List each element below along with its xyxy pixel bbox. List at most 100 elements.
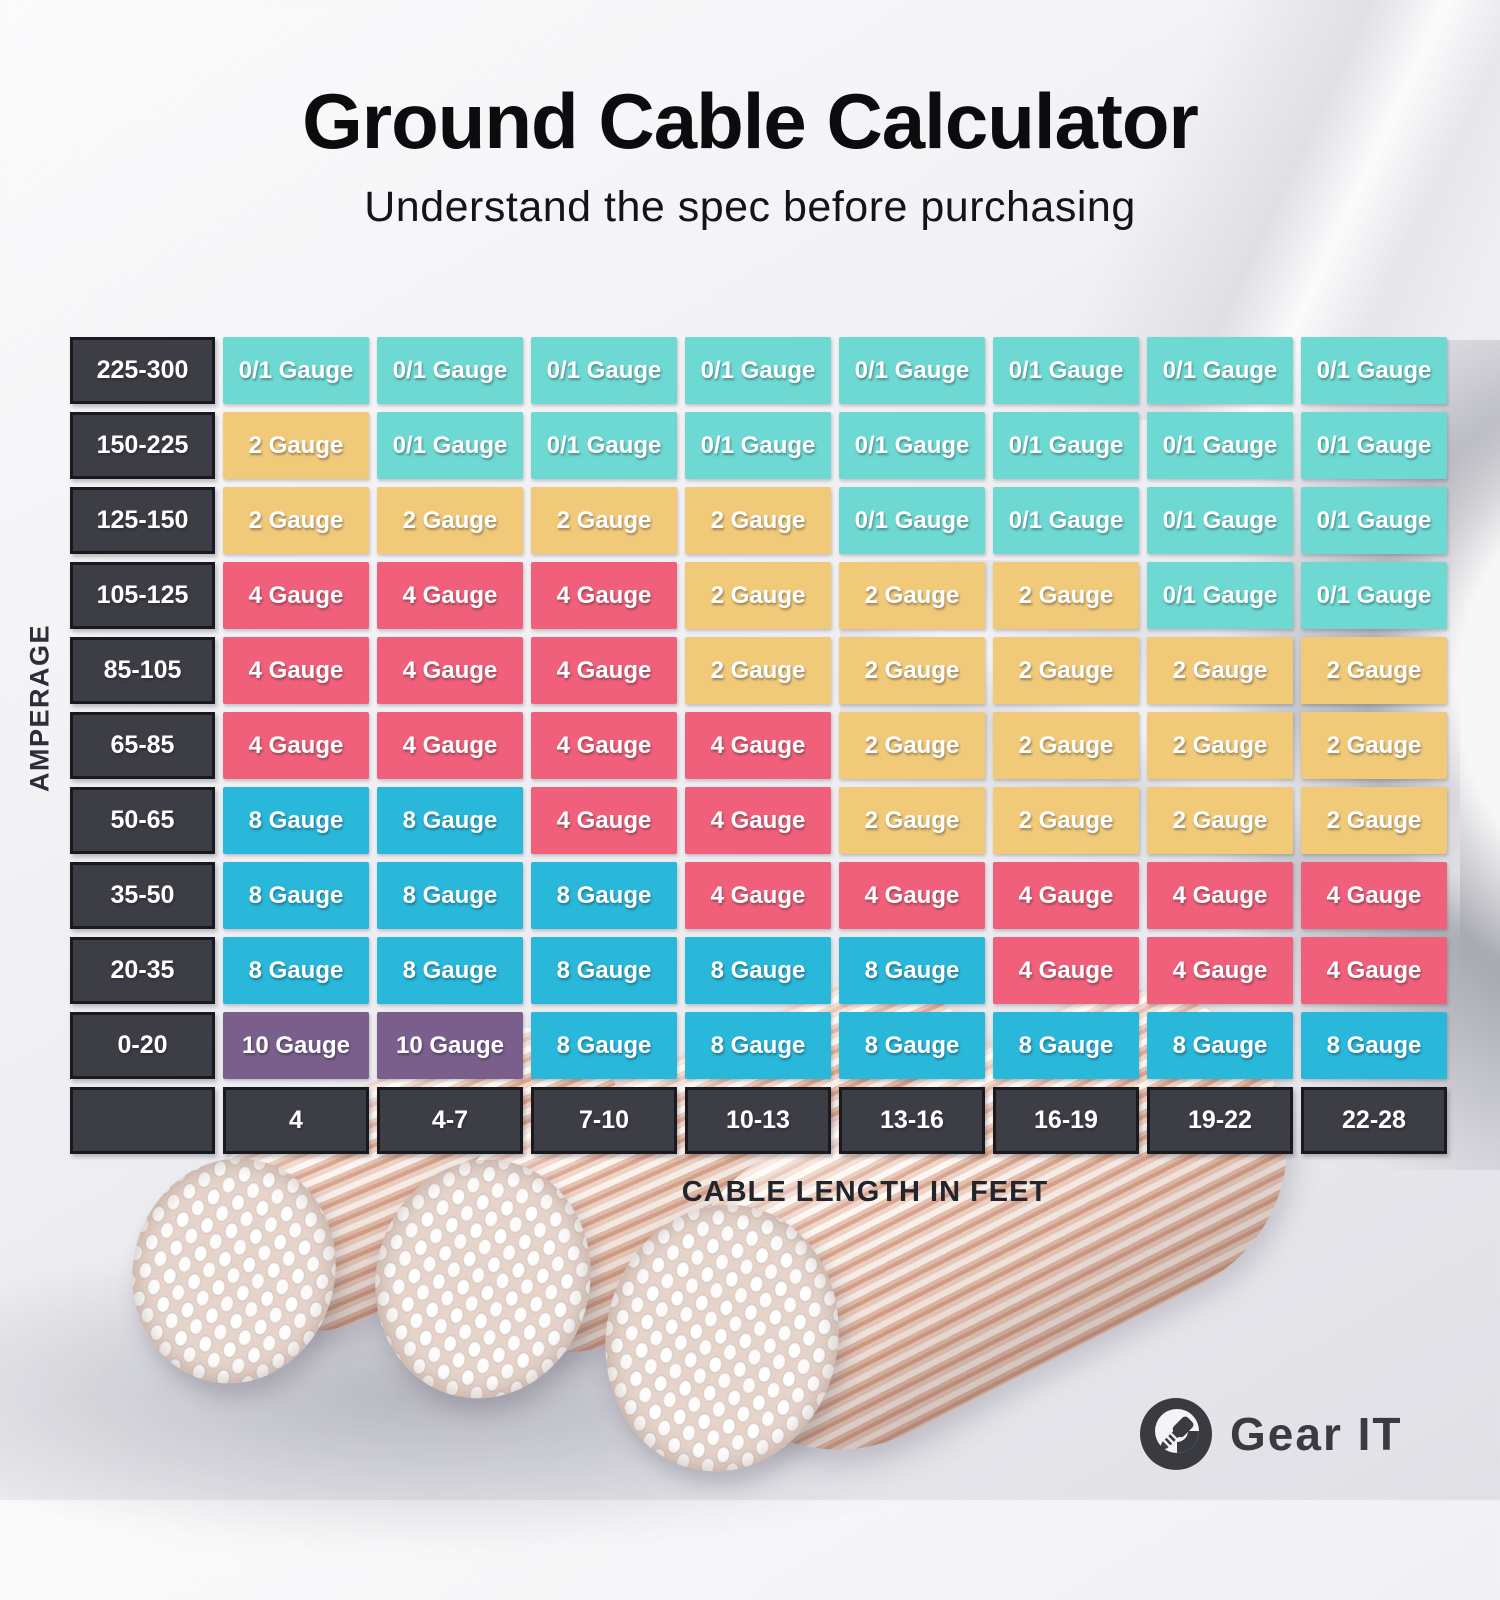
gauge-cell-r3-c5: 0/1 Gauge (839, 487, 985, 554)
gauge-cell-r3-c8: 0/1 Gauge (1301, 487, 1447, 554)
gauge-cell-r4-c1: 4 Gauge (223, 562, 369, 629)
gauge-cell-r5-c8: 2 Gauge (1301, 637, 1447, 704)
gauge-cell-r9-c5: 8 Gauge (839, 937, 985, 1004)
gauge-cell-r3-c1: 2 Gauge (223, 487, 369, 554)
gauge-cell-r6-c5: 2 Gauge (839, 712, 985, 779)
gauge-cell-r7-c2: 8 Gauge (377, 787, 523, 854)
gauge-cell-r5-c5: 2 Gauge (839, 637, 985, 704)
gauge-cell-r7-c7: 2 Gauge (1147, 787, 1293, 854)
amperage-row-header-0-20: 0-20 (70, 1012, 215, 1079)
gauge-cell-r2-c1: 2 Gauge (223, 412, 369, 479)
gauge-cell-r5-c4: 2 Gauge (685, 637, 831, 704)
gauge-cell-r6-c4: 4 Gauge (685, 712, 831, 779)
gauge-cell-r6-c2: 4 Gauge (377, 712, 523, 779)
length-column-header-7-10: 7-10 (531, 1087, 677, 1154)
axis-corner-cell (70, 1087, 215, 1154)
amperage-row-header-150-225: 150-225 (70, 412, 215, 479)
gauge-cell-r5-c3: 4 Gauge (531, 637, 677, 704)
gauge-cell-r2-c7: 0/1 Gauge (1147, 412, 1293, 479)
y-axis-label: AMPERAGE (24, 623, 55, 793)
brand-name: Gear IT (1230, 1408, 1403, 1460)
gauge-cell-r3-c6: 0/1 Gauge (993, 487, 1139, 554)
gauge-cell-r10-c5: 8 Gauge (839, 1012, 985, 1079)
gauge-cell-r8-c3: 8 Gauge (531, 862, 677, 929)
gauge-cell-r1-c3: 0/1 Gauge (531, 337, 677, 404)
gauge-cell-r2-c5: 0/1 Gauge (839, 412, 985, 479)
gauge-cell-r4-c7: 0/1 Gauge (1147, 562, 1293, 629)
length-column-header-19-22: 19-22 (1147, 1087, 1293, 1154)
gauge-cell-r10-c3: 8 Gauge (531, 1012, 677, 1079)
page-subtitle: Understand the spec before purchasing (364, 183, 1136, 231)
gauge-cell-r2-c8: 0/1 Gauge (1301, 412, 1447, 479)
gauge-cell-r6-c1: 4 Gauge (223, 712, 369, 779)
header: Ground Cable Calculator Understand the s… (0, 76, 1500, 232)
gauge-cell-r10-c1: 10 Gauge (223, 1012, 369, 1079)
gauge-cell-r1-c6: 0/1 Gauge (993, 337, 1139, 404)
gauge-cell-r8-c6: 4 Gauge (993, 862, 1139, 929)
page-title: Ground Cable Calculator (302, 77, 1199, 165)
gauge-cell-r9-c2: 8 Gauge (377, 937, 523, 1004)
length-column-header-16-19: 16-19 (993, 1087, 1139, 1154)
gauge-cell-r2-c4: 0/1 Gauge (685, 412, 831, 479)
gauge-cell-r4-c2: 4 Gauge (377, 562, 523, 629)
gauge-cell-r9-c4: 8 Gauge (685, 937, 831, 1004)
x-axis-label: CABLE LENGTH IN FEET (681, 1176, 1049, 1208)
gauge-cell-r5-c7: 2 Gauge (1147, 637, 1293, 704)
gauge-cell-r4-c5: 2 Gauge (839, 562, 985, 629)
gauge-cell-r9-c6: 4 Gauge (993, 937, 1139, 1004)
gauge-cell-r1-c5: 0/1 Gauge (839, 337, 985, 404)
gauge-cell-r3-c4: 2 Gauge (685, 487, 831, 554)
gauge-cell-r4-c8: 0/1 Gauge (1301, 562, 1447, 629)
gauge-cell-r10-c2: 10 Gauge (377, 1012, 523, 1079)
gauge-cell-r3-c2: 2 Gauge (377, 487, 523, 554)
gauge-cell-r6-c8: 2 Gauge (1301, 712, 1447, 779)
gauge-cell-r7-c4: 4 Gauge (685, 787, 831, 854)
gauge-cell-r8-c5: 4 Gauge (839, 862, 985, 929)
gauge-cell-r3-c3: 2 Gauge (531, 487, 677, 554)
length-column-header-10-13: 10-13 (685, 1087, 831, 1154)
gauge-cell-r4-c4: 2 Gauge (685, 562, 831, 629)
gauge-cell-r8-c1: 8 Gauge (223, 862, 369, 929)
gauge-cell-r5-c2: 4 Gauge (377, 637, 523, 704)
length-column-header-4-7: 4-7 (377, 1087, 523, 1154)
amperage-row-header-50-65: 50-65 (70, 787, 215, 854)
gauge-cell-r4-c6: 2 Gauge (993, 562, 1139, 629)
gauge-cell-r9-c1: 8 Gauge (223, 937, 369, 1004)
gauge-cell-r8-c2: 8 Gauge (377, 862, 523, 929)
gauge-cell-r10-c4: 8 Gauge (685, 1012, 831, 1079)
length-column-header-22-28: 22-28 (1301, 1087, 1447, 1154)
gauge-cell-r1-c1: 0/1 Gauge (223, 337, 369, 404)
gauge-cell-r6-c7: 2 Gauge (1147, 712, 1293, 779)
gauge-cell-r2-c3: 0/1 Gauge (531, 412, 677, 479)
length-column-header-4: 4 (223, 1087, 369, 1154)
gauge-cell-r8-c7: 4 Gauge (1147, 862, 1293, 929)
amperage-row-header-65-85: 65-85 (70, 712, 215, 779)
gauge-cell-r1-c7: 0/1 Gauge (1147, 337, 1293, 404)
gauge-cell-r8-c8: 4 Gauge (1301, 862, 1447, 929)
gauge-cell-r2-c2: 0/1 Gauge (377, 412, 523, 479)
gauge-cell-r5-c6: 2 Gauge (993, 637, 1139, 704)
gauge-cell-r7-c3: 4 Gauge (531, 787, 677, 854)
gauge-cell-r4-c3: 4 Gauge (531, 562, 677, 629)
length-column-header-13-16: 13-16 (839, 1087, 985, 1154)
gauge-cell-r1-c2: 0/1 Gauge (377, 337, 523, 404)
amperage-row-header-225-300: 225-300 (70, 337, 215, 404)
amperage-row-header-85-105: 85-105 (70, 637, 215, 704)
gauge-cell-r1-c8: 0/1 Gauge (1301, 337, 1447, 404)
gauge-table: 225-300 0/1 Gauge 0/1 Gauge 0/1 Gauge 0/1 Ga… (70, 337, 1447, 1154)
gauge-cell-r7-c5: 2 Gauge (839, 787, 985, 854)
gauge-cell-r10-c7: 8 Gauge (1147, 1012, 1293, 1079)
amperage-row-header-35-50: 35-50 (70, 862, 215, 929)
gauge-cell-r5-c1: 4 Gauge (223, 637, 369, 704)
brand-logo: Gear IT (1138, 1396, 1403, 1472)
gauge-cell-r9-c3: 8 Gauge (531, 937, 677, 1004)
gauge-cell-r8-c4: 4 Gauge (685, 862, 831, 929)
amperage-row-header-105-125: 105-125 (70, 562, 215, 629)
amperage-row-header-125-150: 125-150 (70, 487, 215, 554)
gauge-cell-r3-c7: 0/1 Gauge (1147, 487, 1293, 554)
gauge-cell-r7-c1: 8 Gauge (223, 787, 369, 854)
gauge-cell-r1-c4: 0/1 Gauge (685, 337, 831, 404)
gauge-cell-r2-c6: 0/1 Gauge (993, 412, 1139, 479)
gauge-cell-r7-c8: 2 Gauge (1301, 787, 1447, 854)
gauge-cell-r10-c8: 8 Gauge (1301, 1012, 1447, 1079)
